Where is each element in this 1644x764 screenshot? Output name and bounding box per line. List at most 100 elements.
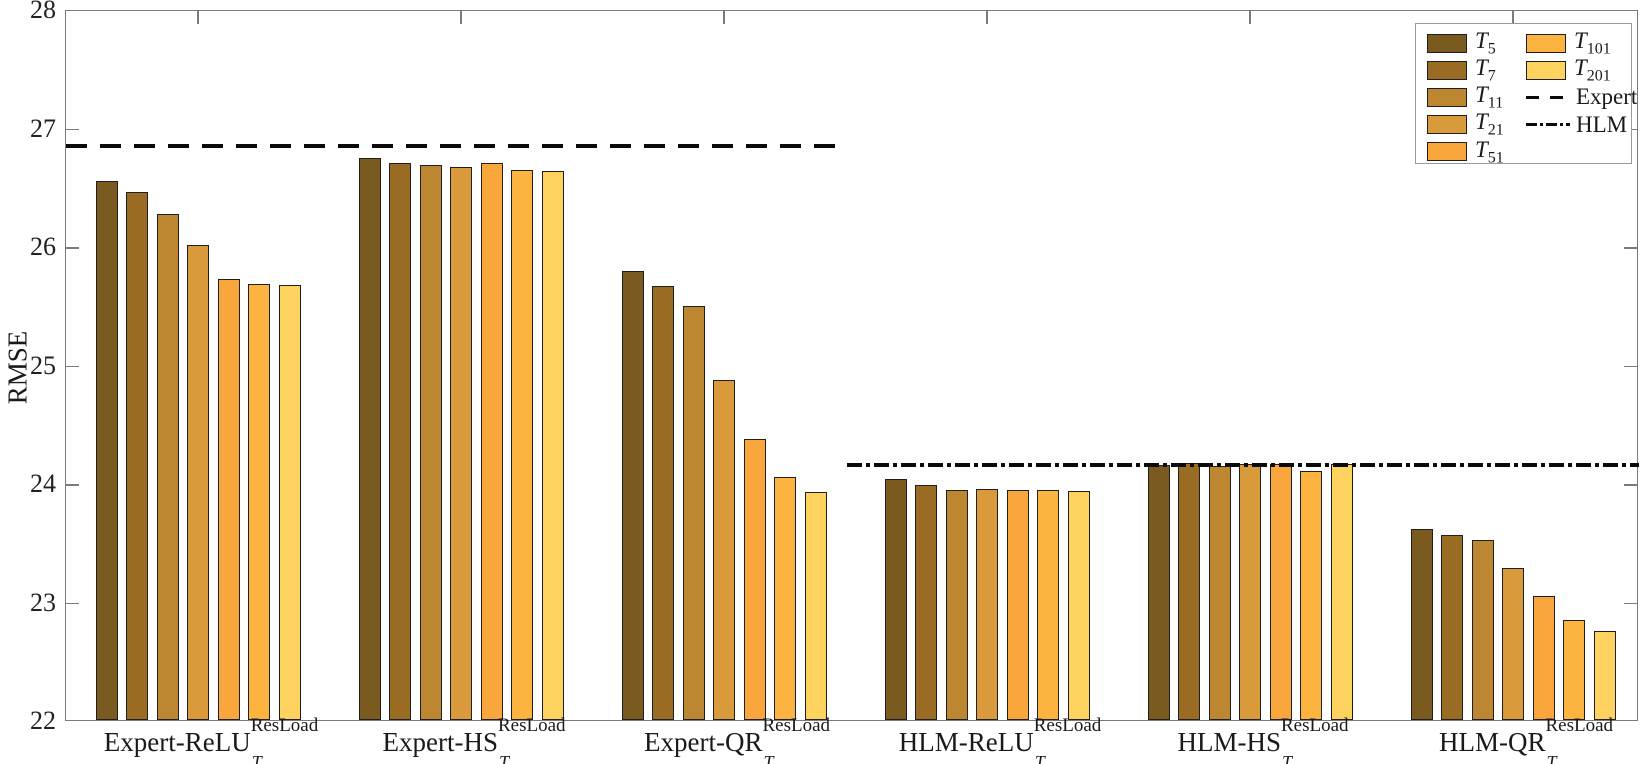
legend-dashed-line-sample xyxy=(1526,95,1570,100)
hlm-baseline xyxy=(847,462,1639,467)
group-label-subsup: ResLoad T xyxy=(1280,715,1349,764)
bar-hlm-qr-T_21 xyxy=(1502,568,1524,720)
bar-expert-qr-T_101 xyxy=(774,477,796,720)
bar-hlm-qr-T_11 xyxy=(1471,539,1494,720)
legend-label: T51 xyxy=(1475,136,1504,167)
y-tick-label-26: 26 xyxy=(30,232,56,261)
y-tick-label-23: 23 xyxy=(30,587,56,617)
x-tick-mark-top-1 xyxy=(197,11,199,24)
legend: T5 T7 T11 T21 T51 T101 T201 Expert HLM xyxy=(1415,23,1637,166)
legend-item-t5: T5 xyxy=(1427,28,1496,57)
y-tick-label-27: 27 xyxy=(30,113,56,143)
x-tick-label-hlm-relu: HLM-ReLUResLoad T xyxy=(898,715,1102,764)
bar-group-hlm-relu xyxy=(884,479,1090,720)
bar-hlm-relu-T_51 xyxy=(1006,490,1029,720)
bar-hlm-hs-T_7 xyxy=(1178,462,1200,720)
x-tick-label-expert-hs: Expert-HSResLoad T xyxy=(382,716,565,764)
y-tick-mark-left-24 xyxy=(66,484,79,486)
y-tick-label-28: 28 xyxy=(30,0,56,24)
bar-expert-qr-T_11 xyxy=(682,306,705,720)
bar-expert-hs-T_11 xyxy=(419,165,442,720)
group-label-prefix: Expert-ReLU xyxy=(103,727,251,757)
bar-group-hlm-hs xyxy=(1147,462,1353,720)
bar-hlm-hs-T_11 xyxy=(1208,466,1231,720)
bar-hlm-relu-T_11 xyxy=(945,490,968,720)
bar-hlm-qr-T_7 xyxy=(1441,535,1463,720)
bar-hlm-hs-T_51 xyxy=(1269,464,1292,720)
legend-item-t201: T201 xyxy=(1526,55,1611,84)
legend-item-t7: T7 xyxy=(1427,55,1496,84)
bar-expert-qr-T_201 xyxy=(804,492,827,720)
bar-expert-qr-T_21 xyxy=(713,379,735,720)
bar-hlm-hs-T_21 xyxy=(1239,464,1261,720)
bar-hlm-qr-T_51 xyxy=(1532,595,1555,720)
bar-expert-hs-T_101 xyxy=(511,170,533,720)
y-tick-mark-right-23 xyxy=(1624,602,1637,604)
bar-group-expert-hs xyxy=(358,158,564,720)
bar-expert-qr-T_7 xyxy=(652,286,674,720)
legend-item-t11: T11 xyxy=(1427,82,1503,112)
bar-expert-hs-T_21 xyxy=(450,166,472,720)
legend-label: T5 xyxy=(1475,27,1496,58)
bar-hlm-relu-T_101 xyxy=(1037,490,1059,720)
bar-group-expert-qr xyxy=(621,270,827,720)
bar-expert-relu-T_51 xyxy=(217,279,240,720)
bar-hlm-relu-T_7 xyxy=(915,485,937,720)
bar-expert-hs-T_201 xyxy=(541,171,564,720)
bar-expert-relu-T_21 xyxy=(187,244,209,720)
bar-expert-relu-T_101 xyxy=(248,283,270,720)
plot-area xyxy=(65,10,1639,721)
legend-dashdot-line-sample xyxy=(1526,122,1570,127)
y-tick-mark-right-24 xyxy=(1624,484,1637,486)
legend-label: HLM xyxy=(1576,111,1628,137)
y-tick-label-22: 22 xyxy=(30,706,56,735)
legend-swatch-T51 xyxy=(1427,142,1467,162)
bar-hlm-qr-T_201 xyxy=(1593,631,1616,720)
bar-hlm-relu-T_21 xyxy=(976,488,998,720)
bar-expert-hs-T_51 xyxy=(480,163,503,720)
group-label-subsup: ResLoad T xyxy=(762,715,831,764)
legend-swatch-T5 xyxy=(1427,33,1467,53)
legend-label: T201 xyxy=(1574,54,1611,85)
bar-expert-relu-T_5 xyxy=(95,180,118,720)
legend-item-expert: Expert xyxy=(1526,84,1638,110)
bar-hlm-relu-T_201 xyxy=(1067,491,1090,720)
group-label-prefix: Expert-HS xyxy=(382,727,498,757)
legend-swatch-T101 xyxy=(1526,33,1566,53)
bar-expert-qr-T_51 xyxy=(743,439,766,720)
y-tick-mark-left-26 xyxy=(66,247,79,249)
bar-hlm-hs-T_5 xyxy=(1147,465,1170,720)
legend-swatch-T7 xyxy=(1427,60,1467,80)
bar-expert-relu-T_201 xyxy=(278,285,301,720)
y-tick-mark-right-26 xyxy=(1624,247,1637,249)
legend-label: Expert xyxy=(1576,84,1638,110)
x-tick-label-expert-qr: Expert-QRResLoad T xyxy=(643,715,831,764)
legend-item-t101: T101 xyxy=(1526,28,1611,57)
bar-expert-hs-T_5 xyxy=(358,158,381,720)
legend-label: T7 xyxy=(1475,54,1496,85)
expert-baseline xyxy=(66,144,847,149)
bar-hlm-hs-T_101 xyxy=(1300,471,1322,720)
group-label-prefix: HLM-HS xyxy=(1177,727,1281,757)
legend-item-hlm: HLM xyxy=(1526,111,1628,137)
x-tick-mark-top-6 xyxy=(1512,11,1514,24)
legend-label: T11 xyxy=(1475,82,1504,112)
x-tick-mark-top-3 xyxy=(723,11,725,24)
legend-item-t21: T21 xyxy=(1427,109,1504,139)
bar-expert-hs-T_7 xyxy=(389,163,411,720)
group-label-prefix: HLM-ReLU xyxy=(898,727,1034,757)
y-tick-mark-left-23 xyxy=(66,602,79,604)
group-label-prefix: Expert-QR xyxy=(643,727,763,757)
bar-hlm-relu-T_5 xyxy=(884,479,907,720)
bar-group-expert-relu xyxy=(95,180,301,720)
group-label-subsup: ResLoad T xyxy=(1033,715,1102,764)
legend-swatch-T11 xyxy=(1427,87,1467,107)
legend-label: T101 xyxy=(1574,27,1611,58)
bar-expert-qr-T_5 xyxy=(621,270,644,720)
y-tick-mark-right-25 xyxy=(1624,365,1637,367)
bar-hlm-hs-T_201 xyxy=(1330,464,1353,720)
y-tick-label-24: 24 xyxy=(30,469,56,498)
y-tick-mark-left-27 xyxy=(66,128,79,130)
y-tick-mark-left-25 xyxy=(66,365,79,367)
